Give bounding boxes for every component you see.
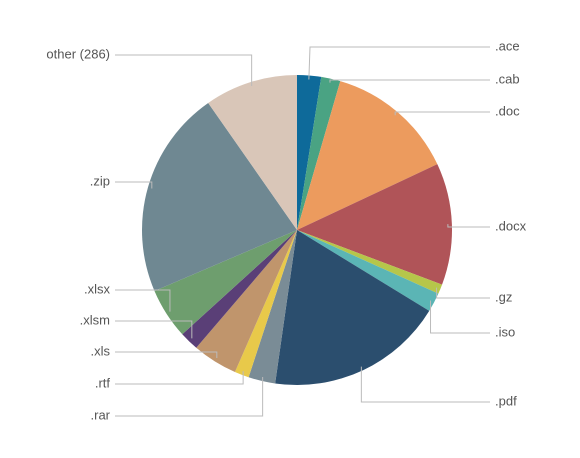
leader-line [430, 300, 490, 334]
slice-label: .gz [495, 289, 512, 304]
leader-line [115, 377, 264, 417]
leader-line [115, 371, 244, 385]
slice-label: .xls [91, 343, 111, 358]
pie-slice [297, 164, 452, 285]
slice-label: .iso [495, 324, 515, 339]
pie-slice [297, 75, 322, 230]
leader-line [115, 320, 193, 339]
leader-line [115, 181, 153, 189]
slice-label: .rar [91, 407, 111, 422]
leader-line [308, 46, 490, 80]
slice-label: .rtf [95, 375, 111, 390]
pie-slice [297, 81, 438, 231]
leader-line [447, 224, 490, 228]
leader-line [436, 287, 490, 299]
pie-slice [297, 76, 341, 230]
pie-slice [297, 230, 439, 311]
slice-label: .pdf [495, 393, 517, 408]
pie-slice [297, 230, 443, 294]
pie-slice [275, 230, 430, 385]
leader-line [329, 79, 490, 83]
pie-slice [234, 230, 297, 378]
leader-line [115, 54, 253, 86]
pie-slice [182, 230, 297, 348]
leader-line [115, 289, 171, 312]
slice-label: .doc [495, 103, 520, 118]
pie-slice [208, 75, 297, 230]
leader-line [360, 366, 490, 403]
leader-line [115, 351, 218, 358]
slice-label: .xlsm [80, 312, 110, 327]
slice-label: .docx [495, 218, 527, 233]
slice-label: other (286) [46, 46, 110, 61]
leader-line [394, 111, 490, 116]
slice-label: .zip [90, 173, 110, 188]
pie-slice [248, 230, 297, 384]
slice-label: .ace [495, 38, 520, 53]
pie-slice [196, 230, 297, 373]
slice-label: .cab [495, 71, 520, 86]
slice-label: .xlsx [84, 281, 111, 296]
pie-slice [154, 230, 297, 335]
pie-slice [142, 102, 297, 291]
